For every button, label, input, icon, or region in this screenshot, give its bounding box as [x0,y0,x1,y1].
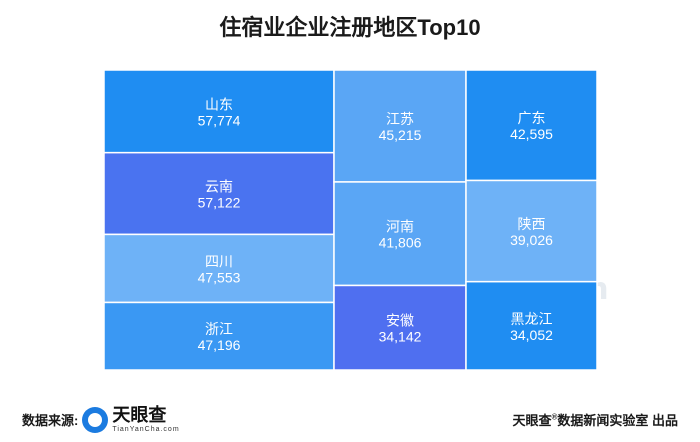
tile-安徽 [333,284,467,371]
tile-浙江 [103,301,335,371]
tianyancha-logo: 天眼查 TianYanCha.com [82,406,179,433]
tile-黑龙江 [465,280,598,371]
source-label: 数据来源: [22,413,79,428]
tile-value-安徽: 34,142 [379,329,422,345]
tile-value-黑龙江: 34,052 [510,327,553,343]
chart-title: 住宿业企业注册地区Top10 [219,15,481,40]
tile-name-江苏: 江苏 [386,111,414,127]
tile-name-陕西: 陕西 [518,216,546,232]
tile-value-四川: 47,553 [198,269,241,285]
tile-广东 [465,69,598,182]
credit-brand: 天眼查 [512,413,552,428]
tile-name-四川: 四川 [205,253,233,269]
tile-name-安徽: 安徽 [386,313,414,329]
data-source: 数据来源: 天眼查 TianYanCha.com [22,406,180,433]
tile-name-山东: 山东 [205,96,233,112]
credit: 天眼查®数据新闻实验室 出品 [512,410,678,429]
tile-name-广东: 广东 [518,110,546,126]
credit-text: 数据新闻实验室 出品 [557,413,678,428]
tile-value-江苏: 45,215 [379,127,422,143]
tianyancha-logo-icon [82,406,109,433]
registered-mark: ® [551,412,558,422]
tile-山东 [103,69,335,154]
logo-text-en: TianYanCha.com [112,426,180,433]
tile-陕西 [465,179,598,283]
tile-value-广东: 42,595 [510,126,553,142]
tile-name-河南: 河南 [386,219,414,235]
tile-value-云南: 57,122 [198,195,241,211]
tile-name-云南: 云南 [205,179,233,195]
tile-value-山东: 57,774 [198,112,241,128]
tile-name-黑龙江: 黑龙江 [511,311,553,327]
logo-text-cn: 天眼查 [112,405,167,425]
tile-value-浙江: 47,196 [198,337,241,353]
tile-云南 [103,151,335,236]
tile-name-浙江: 浙江 [205,321,233,337]
tile-四川 [103,233,335,304]
tile-value-陕西: 39,026 [510,232,553,248]
tile-value-河南: 41,806 [379,235,422,251]
